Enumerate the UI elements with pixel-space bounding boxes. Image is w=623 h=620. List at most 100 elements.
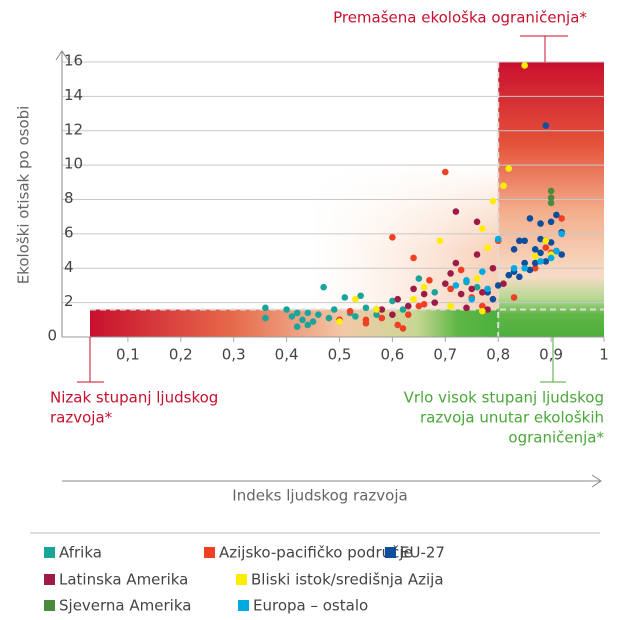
point <box>521 62 528 69</box>
point <box>293 309 301 317</box>
point <box>489 264 497 272</box>
point <box>420 301 428 308</box>
x-tick-label: 0,3 <box>222 346 246 364</box>
point <box>378 314 386 322</box>
y-tick-label: 12 <box>64 120 83 138</box>
point <box>489 197 497 205</box>
point <box>521 237 528 245</box>
legend-label: Sjeverna Amerika <box>59 597 191 615</box>
point <box>336 318 343 325</box>
point <box>547 239 555 246</box>
point <box>442 168 449 176</box>
x-tick-label: 0,2 <box>169 346 193 364</box>
y-tick-label: 0 <box>47 327 57 345</box>
points <box>262 62 565 332</box>
legend-label: Bliski istok/središnja Azija <box>251 571 444 589</box>
legend-swatch <box>238 600 249 611</box>
point <box>516 273 523 281</box>
point <box>542 244 550 251</box>
y-tick-label: 8 <box>64 189 74 207</box>
legend-swatch <box>385 547 396 558</box>
point <box>521 259 528 267</box>
point <box>426 276 433 284</box>
point <box>484 244 491 251</box>
point <box>463 304 470 312</box>
x-tick-label: 0,7 <box>433 346 457 364</box>
point <box>352 295 359 303</box>
point <box>415 302 423 310</box>
point <box>537 235 544 243</box>
point <box>415 275 423 282</box>
grid <box>62 61 605 342</box>
point <box>537 220 544 227</box>
legend-swatch <box>204 547 215 558</box>
point <box>547 194 555 202</box>
point <box>500 280 507 288</box>
point <box>404 311 412 318</box>
annotation: Vrlo visok stupanj ljudskog <box>404 389 604 407</box>
legend-label: Latinska Amerika <box>59 571 188 589</box>
annotation: ograničenja* <box>508 429 604 447</box>
point <box>463 276 470 284</box>
x-tick-label: 0,6 <box>380 346 404 364</box>
point <box>399 306 407 313</box>
y-tick-label: 14 <box>64 86 83 104</box>
legend-swatch <box>44 600 55 611</box>
point <box>309 318 317 325</box>
point <box>547 187 555 195</box>
legend-label: EU-27 <box>400 544 445 562</box>
point <box>547 218 555 226</box>
point <box>479 289 486 296</box>
annotation: Premašena ekološka ograničenja* <box>333 9 587 27</box>
point <box>283 306 290 313</box>
point <box>521 264 528 272</box>
point <box>288 313 296 320</box>
point <box>484 306 491 313</box>
labels: 02 4 6 8 10 12 14 16 0,1 0,2 0,3 0,4 0,5 0,6 0,7 0,8 0,9… <box>44 9 609 615</box>
point <box>473 251 481 258</box>
point <box>494 282 502 289</box>
point <box>262 304 269 312</box>
x-tick-label: 0,8 <box>486 346 510 364</box>
point <box>320 283 327 291</box>
point <box>531 259 539 267</box>
point <box>457 266 465 274</box>
point <box>341 294 349 301</box>
y-axis-label: Ekološki otisak po osobi <box>15 106 33 285</box>
point <box>452 282 460 289</box>
point <box>510 294 518 301</box>
point <box>542 237 550 245</box>
x-axis-label: Indeks ljudskog razvoja <box>232 487 407 505</box>
point <box>420 290 428 298</box>
point <box>468 285 476 293</box>
point <box>542 258 550 265</box>
point <box>447 285 454 293</box>
point <box>531 252 539 260</box>
point <box>505 271 513 279</box>
point <box>558 251 565 258</box>
point <box>431 299 439 306</box>
point <box>447 302 454 310</box>
x-tick-label: 0,5 <box>328 346 352 364</box>
point <box>494 235 502 243</box>
point <box>547 199 555 207</box>
point <box>325 314 333 322</box>
mid-zone-fade <box>313 165 499 310</box>
legend-label: Azijsko-pacifičko područje <box>219 544 413 562</box>
point <box>373 306 380 313</box>
point <box>558 230 565 238</box>
x-tick-label: 0,4 <box>275 346 299 364</box>
point <box>410 254 417 262</box>
point <box>531 246 539 253</box>
point <box>262 314 269 322</box>
annotation: Nizak stupanj ljudskog <box>50 389 218 407</box>
point <box>389 311 396 318</box>
point <box>436 237 444 245</box>
point <box>352 313 359 320</box>
point <box>479 302 486 310</box>
legend-label: Europa – ostalo <box>253 597 368 615</box>
point <box>394 295 401 303</box>
point <box>558 215 565 222</box>
point <box>410 285 417 293</box>
